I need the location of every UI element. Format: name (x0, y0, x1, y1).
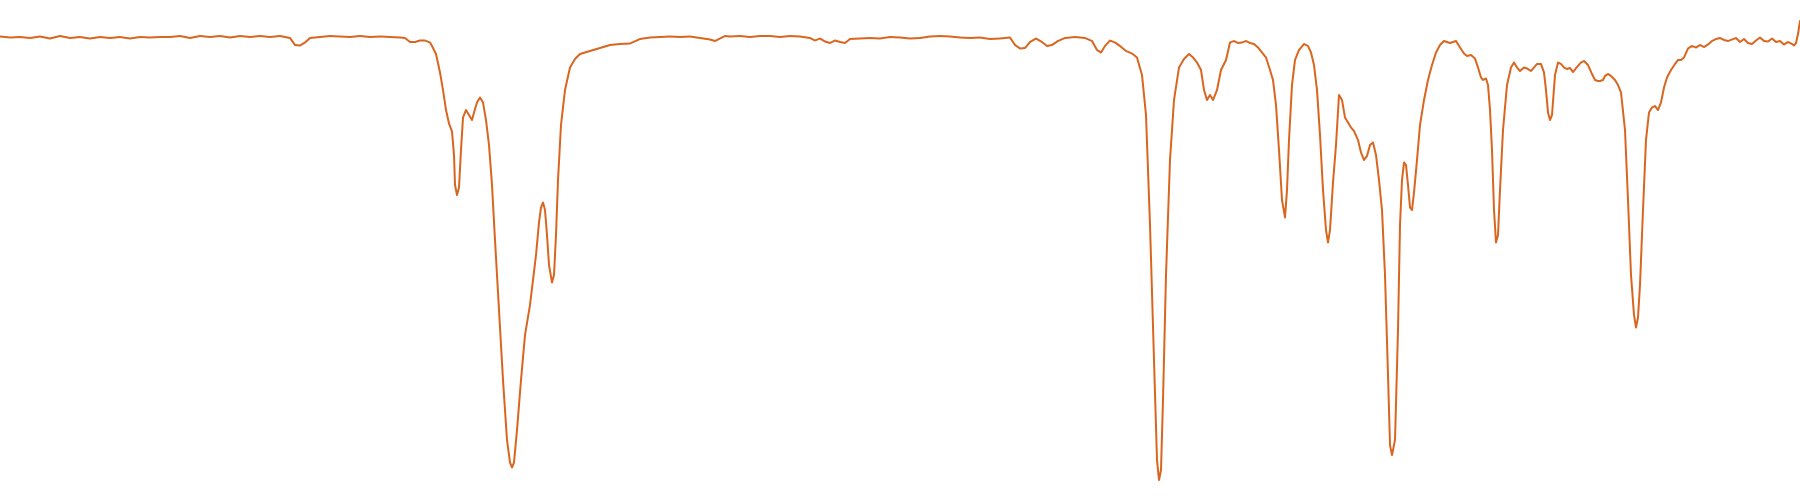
series-layer (0, 20, 1800, 481)
series-line-0 (0, 20, 1800, 481)
